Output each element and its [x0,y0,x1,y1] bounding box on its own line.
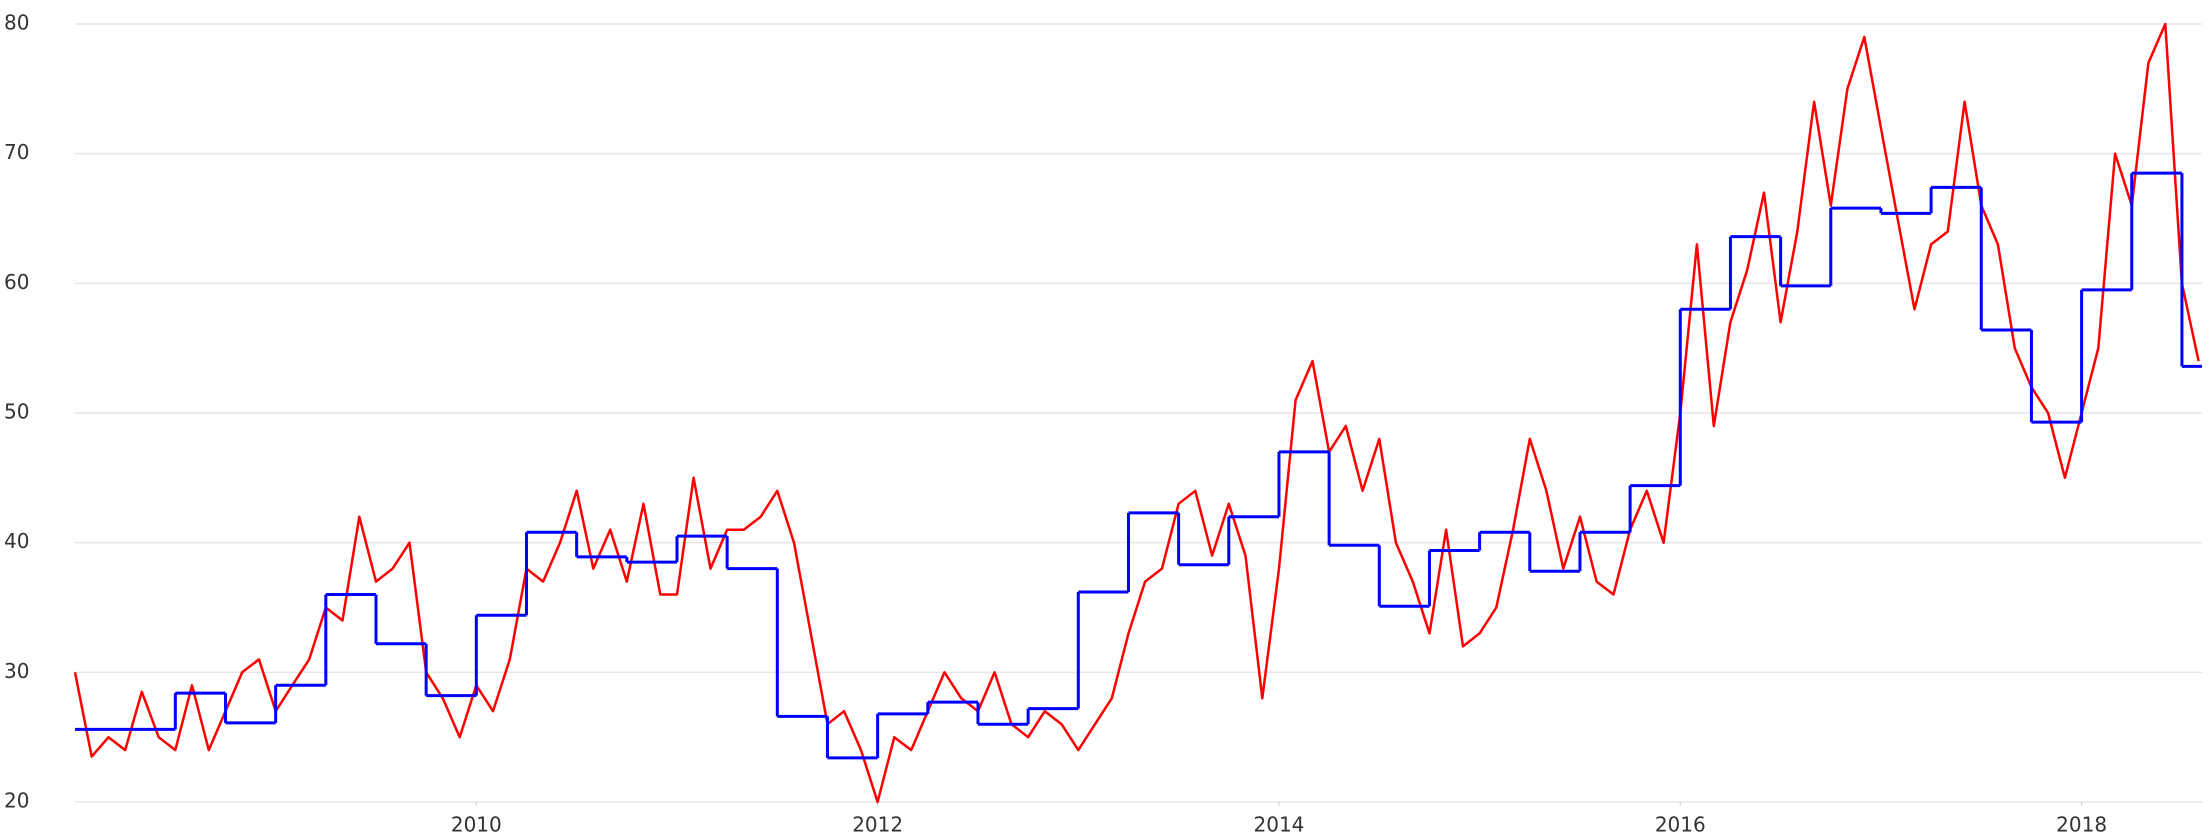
y-tick-label: 60 [4,270,29,294]
x-tick-label: 2010 [451,813,502,837]
y-tick-label: 20 [4,789,29,813]
x-tick-label: 2016 [1655,813,1706,837]
y-tick-label: 70 [4,140,29,164]
data-line [73,22,2200,804]
y-tick-label: 30 [4,659,29,683]
y-tick-label: 40 [4,529,29,553]
x-tick-label: 2014 [1254,813,1305,837]
y-tick-label: 50 [4,400,29,424]
x-tick-label: 2018 [2056,813,2107,837]
x-tick-label: 2012 [852,813,903,837]
y-tick-label: 80 [4,11,29,35]
